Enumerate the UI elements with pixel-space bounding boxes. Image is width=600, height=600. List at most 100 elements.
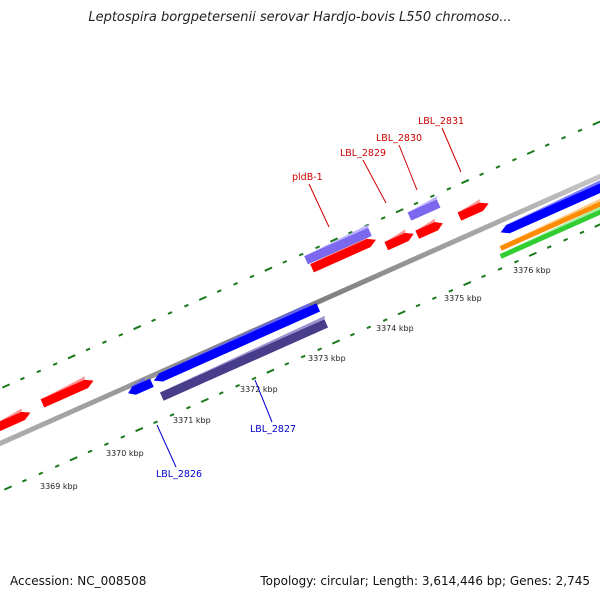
tick-label: 3370 kbp [106,449,144,458]
minor-tick [120,435,126,439]
major-tick [200,397,209,403]
minor-tick [218,391,224,395]
major-tick [461,179,470,185]
gene-green[interactable] [498,197,600,259]
gene-LBL_2830[interactable] [414,216,444,239]
tick-label: 3375 kbp [444,294,482,303]
minor-tick [216,289,222,293]
minor-tick [315,245,321,250]
tick-label: 3371 kbp [173,416,211,425]
gene-LBL_2829[interactable] [406,195,442,221]
minor-tick [382,318,388,322]
major-tick [592,120,600,126]
minor-tick [415,303,421,308]
gene-label-leader [254,379,273,423]
minor-tick [495,165,501,169]
major-tick [135,427,144,433]
tick-label: 3373 kbp [308,354,346,363]
minor-tick [183,303,189,308]
minor-tick [284,362,290,366]
minor-tick [54,464,60,468]
minor-tick [366,325,372,330]
minor-tick [101,340,107,345]
outer-tick-row [1,120,600,389]
minor-tick [21,478,27,483]
minor-tick [513,259,519,264]
minor-tick [479,172,485,177]
major-tick [526,149,535,155]
minor-tick [431,296,437,300]
inner-tick-row [3,223,600,491]
minor-tick [85,347,91,352]
major-tick [266,368,275,374]
minor-tick [317,347,323,352]
major-tick [594,223,600,228]
minor-tick [233,281,239,286]
tick-label: 3376 kbp [513,266,551,275]
gene-label[interactable]: LBL_2826 [156,469,202,480]
major-tick [528,251,537,257]
major-tick [463,281,472,287]
minor-tick [448,289,454,293]
genome-summary-text: Topology: circular; Length: 3,614,446 bp… [260,574,590,588]
gene-label-leader [362,159,387,204]
major-tick [397,310,406,316]
gene-label[interactable]: LBL_2830 [376,133,422,144]
minor-tick [577,128,583,133]
gene-reverse[interactable] [125,376,154,398]
tick-label: 3374 kbp [376,324,414,333]
minor-tick [251,376,257,381]
minor-tick [153,420,159,425]
gene-LBL_2827[interactable] [151,301,321,385]
gene-reverse[interactable] [498,173,600,237]
minor-tick [38,471,44,476]
minor-tick [511,157,517,162]
gene-label[interactable]: LBL_2827 [250,424,296,435]
gene-pldB-1-body[interactable] [309,233,378,273]
minor-tick [87,449,93,454]
gene-forward[interactable] [39,374,95,408]
minor-tick [497,267,503,271]
gene-LBL_2826[interactable] [159,315,330,401]
gene-LBL_2831[interactable] [456,197,490,221]
gene-pldB-1[interactable] [303,224,374,265]
major-tick [133,325,142,331]
major-tick [264,266,273,272]
accession-text: Accession: NC_008508 [10,574,147,588]
minor-tick [19,376,25,381]
minor-tick [446,187,452,191]
minor-tick [563,237,569,242]
major-tick [198,295,207,301]
minor-tick [103,442,109,447]
gene-label[interactable]: LBL_2831 [418,116,464,127]
minor-tick [561,135,567,140]
minor-tick [235,383,241,388]
minor-tick [413,201,419,206]
minor-tick [429,194,435,198]
gene-label-leader [156,424,177,468]
minor-tick [579,230,585,235]
gene-label[interactable]: LBL_2829 [340,148,386,159]
minor-tick [300,354,306,359]
minor-tick [167,311,173,315]
gene-label-leader [441,127,462,173]
gene-label-leader [398,144,418,191]
major-tick [329,237,339,243]
gene-forward[interactable] [0,406,32,432]
minor-tick [52,362,58,366]
major-tick [395,208,404,214]
gene-orange[interactable] [498,189,600,251]
major-tick [1,383,11,389]
gene-label[interactable]: pldB-1 [292,172,323,183]
tick-label: 3369 kbp [40,482,78,491]
minor-tick [118,333,124,337]
gene-label-leader [308,183,330,228]
minor-tick [282,260,288,264]
minor-tick [380,216,386,220]
gene-forward[interactable] [383,227,415,251]
minor-tick [36,369,42,374]
map-title: Leptospira borgpetersenii serovar Hardjo… [88,10,512,25]
minor-tick [544,143,550,147]
